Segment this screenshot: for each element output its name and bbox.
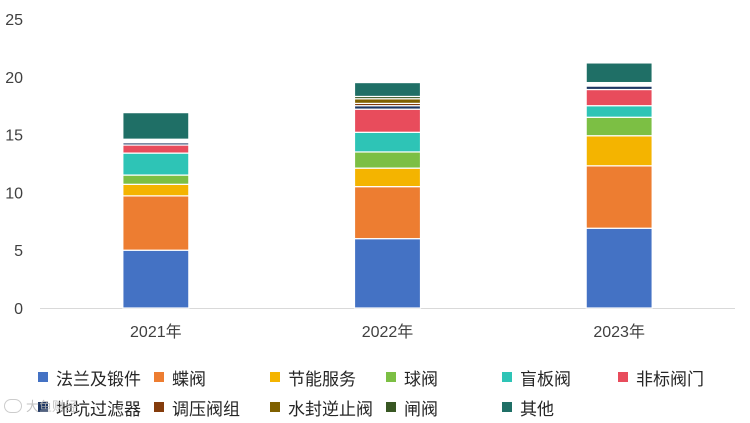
bar-segment	[353, 167, 422, 188]
bar-segment	[353, 238, 422, 309]
legend-swatch	[270, 372, 280, 382]
legend-label: 节能服务	[288, 369, 356, 389]
bar-segment	[353, 81, 422, 98]
bar-segment	[353, 186, 422, 240]
legend-swatch	[618, 372, 628, 382]
bar-segment	[585, 88, 653, 107]
y-tick-label: 0	[14, 301, 23, 318]
bar-segment	[353, 131, 422, 153]
bar-segment	[585, 227, 653, 309]
bar-segment	[122, 195, 190, 251]
y-tick-label: 5	[14, 243, 23, 260]
bar-segment	[122, 144, 190, 154]
legend-label: 其他	[520, 399, 554, 419]
legend-label: 蝶阀	[172, 369, 206, 389]
legend-label: 法兰及锻件	[56, 369, 141, 389]
legend-swatch	[502, 372, 512, 382]
bar-segment	[353, 151, 422, 169]
bar-segment	[122, 183, 190, 197]
legend-item: 法兰及锻件	[38, 365, 154, 390]
legend-row: 法兰及锻件 蝶阀 节能服务 球阀 盲板阀 非标阀门	[38, 362, 738, 392]
legend-swatch	[154, 372, 164, 382]
legend-item: 蝶阀	[154, 365, 270, 390]
legend-item: 盲板阀	[502, 365, 618, 390]
legend-item: 球阀	[386, 365, 502, 390]
bar-segment	[122, 249, 190, 309]
bar-segment	[585, 105, 653, 118]
bar-segment	[353, 98, 422, 104]
legend-swatch	[38, 372, 48, 382]
legend-label: 水封逆止阀	[288, 399, 373, 419]
y-tick-label: 10	[5, 185, 23, 202]
chart-plot-area: 0 5 10 15 20 25 2021年 2022年 2023年	[5, 12, 735, 341]
legend-item: 地坑过滤器	[38, 395, 154, 420]
legend-item: 其他	[502, 395, 618, 420]
y-tick-label: 15	[5, 128, 23, 145]
bar-segment	[353, 108, 422, 133]
bar-segment	[585, 165, 653, 229]
legend-label: 地坑过滤器	[56, 399, 141, 419]
legend-swatch	[386, 402, 396, 412]
legend-label: 球阀	[404, 369, 438, 389]
bar-segment	[122, 112, 190, 140]
legend-swatch	[38, 402, 48, 412]
bar-segment	[585, 62, 653, 84]
legend-swatch	[154, 402, 164, 412]
legend-swatch	[386, 372, 396, 382]
bar-segment	[122, 152, 190, 176]
bar-segment	[585, 116, 653, 137]
legend-label: 盲板阀	[520, 369, 571, 389]
x-tick-label: 2023年	[593, 323, 645, 341]
y-tick-label: 20	[5, 70, 23, 87]
watermark-text: 大鱼财经	[26, 399, 79, 414]
legend-label: 非标阀门	[636, 369, 704, 389]
legend-item: 闸阀	[386, 395, 502, 420]
x-tick-label: 2022年	[362, 323, 414, 341]
legend-swatch	[502, 402, 512, 412]
legend-label: 调压阀组	[172, 399, 240, 419]
y-tick-label: 25	[5, 12, 23, 29]
legend-item: 非标阀门	[618, 365, 734, 390]
legend-swatch	[270, 402, 280, 412]
legend-item: 调压阀组	[154, 395, 270, 420]
chart-legend: 法兰及锻件 蝶阀 节能服务 球阀 盲板阀 非标阀门地坑过滤器 调压阀组 水封逆止阀 闸阀 其他	[38, 362, 738, 422]
watermark: 大鱼财经	[4, 396, 78, 415]
legend-label: 闸阀	[404, 399, 438, 419]
legend-item: 节能服务	[270, 365, 386, 390]
x-tick-label: 2021年	[130, 323, 182, 341]
bar-segment	[122, 174, 190, 185]
bar-segment	[585, 135, 653, 167]
legend-item: 水封逆止阀	[270, 395, 386, 420]
watermark-logo-icon	[4, 398, 22, 413]
legend-row: 地坑过滤器 调压阀组 水封逆止阀 闸阀 其他	[38, 392, 738, 422]
